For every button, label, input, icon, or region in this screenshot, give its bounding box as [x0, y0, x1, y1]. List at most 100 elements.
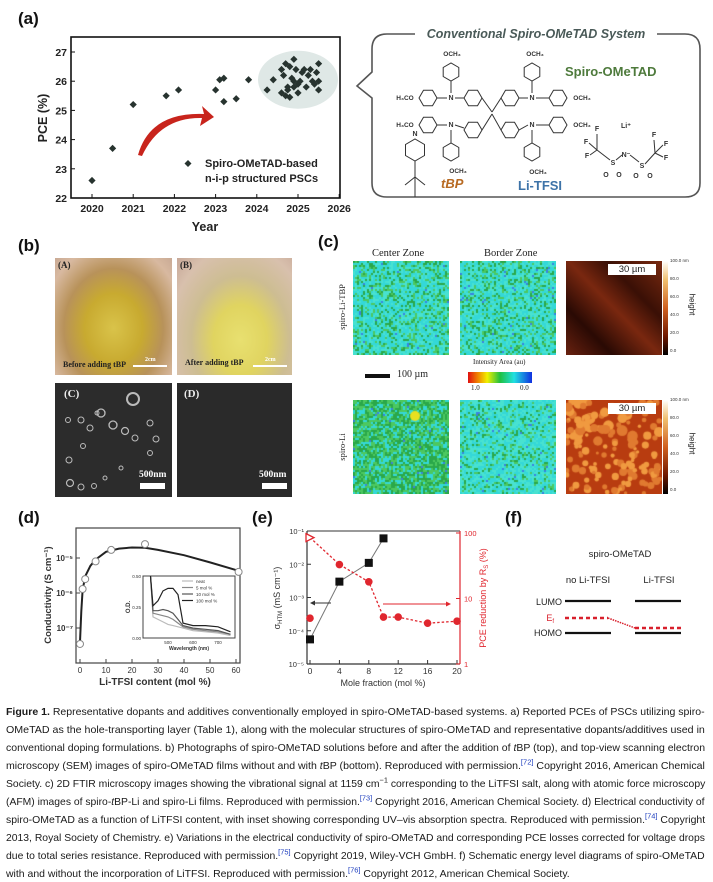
fluorene-ring	[500, 121, 520, 139]
methoxyphenyl-ring	[548, 116, 568, 134]
sem-pinhole	[86, 424, 94, 432]
data-point	[315, 77, 323, 85]
height-colorbar	[663, 400, 668, 494]
caption-text: Copyright 2012, American Chemical Societ…	[360, 868, 570, 880]
atom-label: O	[616, 172, 622, 179]
reference-link[interactable]: [73]	[359, 793, 373, 803]
x-tick-label: 0	[78, 666, 83, 675]
y-left-tick-label: 10⁻⁵	[289, 660, 304, 669]
data-point	[244, 76, 253, 84]
atom-label: OCH₃	[529, 169, 546, 176]
caption-line: with and without the incorporation of Li…	[6, 865, 570, 881]
height-label: height	[687, 293, 697, 316]
fluorene-ring	[500, 89, 520, 107]
caption-line: due to total series resistance. Reproduc…	[6, 847, 705, 863]
sem-pinhole	[147, 450, 153, 456]
inset-y-tick-label: 0.00	[132, 636, 141, 641]
atom-label: F	[595, 126, 600, 133]
y-tick-label: 10⁻⁶	[56, 589, 73, 598]
caption-text: BP (bottom). Reproduced with permission.	[322, 760, 521, 772]
afm-scale-label-1: 30 µm	[608, 264, 656, 275]
bond	[491, 97, 502, 113]
atom-label: Li⁺	[621, 123, 631, 130]
x-tick-label: 2025	[286, 203, 310, 215]
bond	[589, 149, 598, 156]
figure-caption: Figure 1. Representative dopants and add…	[6, 702, 706, 882]
plot-frame	[70, 36, 341, 199]
box-title: Conventional Spiro-OMeTAD System	[427, 27, 646, 41]
inset-legend-label: 5 mol %	[196, 586, 212, 591]
sem-pinhole	[102, 475, 108, 481]
bond	[454, 124, 465, 129]
atom-label: OCH₃	[573, 122, 590, 129]
height-tick-label: 80.0	[670, 276, 679, 281]
photo-a-caption: Before adding tBP	[63, 360, 126, 369]
caption-text: conventional doping formulations. b) Pho…	[6, 742, 514, 754]
caption-text: Society. c) 2D FTIR microscopy images sh…	[6, 778, 380, 790]
trend-arrow	[138, 106, 214, 156]
caption-text: Copyright 2016, American Chemical Societ…	[372, 796, 705, 808]
panel-label-d: (d)	[18, 508, 40, 527]
reference-link[interactable]: [72]	[520, 757, 534, 767]
atom-label: F	[664, 141, 669, 148]
atom-label: N	[412, 131, 417, 138]
x-tick-label: 30	[154, 666, 163, 675]
data-point	[304, 71, 312, 79]
height-tick-label: 20.0	[670, 330, 679, 335]
afm-scale-label-2: 30 µm	[608, 403, 656, 414]
methoxyphenyl-ring	[418, 89, 438, 107]
sem-pinhole	[65, 478, 75, 488]
y-left-axis-label: σHTM (mS cm⁻¹)	[272, 567, 284, 630]
scale-bar	[253, 365, 287, 367]
inset-y-tick-label: 0.50	[132, 574, 141, 579]
x-tick-label: 2021	[122, 203, 146, 215]
caption-text: microscopy (SEM) images of spiro-OMeTAD …	[6, 760, 320, 772]
inset-y-axis-label: O.D.	[126, 601, 132, 614]
atom-label: O	[633, 173, 639, 180]
spiro-ometad-label: Spiro-OMeTAD	[565, 64, 656, 79]
x-tick-label: 2023	[204, 203, 228, 215]
data-point	[284, 83, 292, 91]
height-tick-label: 40.0	[670, 451, 679, 456]
reference-link[interactable]: [74]	[645, 811, 658, 821]
reference-link[interactable]: [76]	[348, 865, 361, 875]
reference-link[interactable]: [75]	[278, 847, 291, 857]
panel-label-f: (f)	[505, 508, 522, 527]
inset-x-tick-label: 600	[189, 640, 197, 645]
x-tick-label: 2026	[328, 203, 352, 215]
pce-reduction-point	[423, 619, 432, 627]
pyridine-ring	[405, 138, 425, 162]
caption-line: Society. c) 2D FTIR microscopy images sh…	[6, 776, 705, 791]
data-point	[312, 68, 321, 77]
height-tick-label: 100.0 nm	[670, 258, 689, 263]
right-axis-arrowhead	[446, 601, 451, 607]
y-tick-label: 27	[55, 47, 67, 59]
col-border-zone: Border Zone	[484, 248, 538, 259]
bond	[654, 152, 664, 158]
data-point	[109, 144, 117, 152]
data-point	[220, 74, 228, 82]
data-point	[302, 83, 310, 91]
atom-label: N⁻	[622, 152, 631, 159]
sem-pinhole	[80, 443, 86, 449]
caption-line: microscopy (SEM) images of spiro-OMeTAD …	[6, 757, 705, 773]
data-point	[294, 89, 302, 97]
data-point	[300, 65, 308, 74]
col-center-zone: Center Zone	[372, 248, 425, 259]
height-ticks: 100.0 nm 80.0 60.0 40.0 20.0 0.0	[670, 397, 692, 497]
height-tick-label: 0.0	[670, 487, 677, 492]
left-axis-arrowhead	[310, 600, 315, 606]
x-tick-label: 2024	[245, 203, 269, 215]
data-point	[269, 76, 277, 84]
caption-line: spiro-OMeTAD as a function of LiTFSI con…	[6, 811, 705, 827]
data-point	[88, 176, 96, 185]
speech-bubble-outline	[355, 33, 701, 198]
data-point	[290, 55, 298, 63]
data-point	[174, 86, 183, 94]
caption-text: t	[513, 742, 517, 754]
methoxyphenyl-ring	[442, 62, 460, 82]
methoxyphenyl-ring	[418, 116, 438, 134]
fermi-shift-line	[607, 617, 636, 629]
height-tick-label: 0.0	[670, 348, 677, 353]
inset-x-tick-label: 700	[214, 640, 222, 645]
